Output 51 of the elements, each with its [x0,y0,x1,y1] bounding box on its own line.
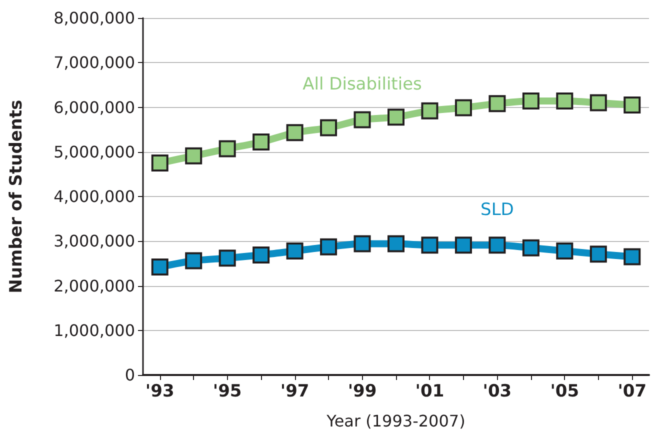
point [454,236,472,254]
point [286,124,304,142]
y-tick-label: 6,000,000 [54,98,135,117]
point [252,134,270,151]
series-label: SLD [480,200,514,220]
x-tick-label: '05 [550,382,580,402]
point [624,248,641,266]
point [151,154,168,172]
point [421,236,438,254]
y-tick-label: 7,000,000 [54,53,135,72]
x-tick-label: '97 [280,382,310,402]
y-axis-title: Number of Students [6,100,26,294]
series-label: All Disabilities [302,74,422,95]
point [556,242,574,260]
x-tick-label: '99 [348,382,377,402]
point [556,92,574,110]
point [320,238,338,256]
x-tick-label: '01 [415,382,444,402]
x-tick-label: '03 [482,382,512,402]
point [488,236,506,254]
point [388,235,404,252]
point [354,235,371,252]
point [488,95,506,112]
point [590,94,607,112]
y-tick-label: 4,000,000 [54,187,135,206]
point [252,246,270,264]
y-tick-label: 3,000,000 [54,232,135,251]
x-tick-label: '95 [212,382,242,402]
point [185,252,202,270]
point [354,111,371,128]
point [522,239,540,256]
x-tick-label: '07 [618,382,647,402]
point [151,258,168,276]
y-tick-label: 5,000,000 [54,142,135,162]
point [185,147,202,164]
point [218,250,236,267]
x-tick-label: '93 [145,382,174,402]
point [590,246,607,263]
point [286,242,304,260]
point [454,99,472,116]
x-axis-title: Year (1993-2007) [326,412,466,430]
point [320,119,338,136]
y-tick-label: 1,000,000 [54,320,135,340]
y-tick-label: 0 [124,366,135,384]
point [522,92,540,110]
point [624,96,641,114]
point [388,108,404,126]
y-tick-label: 2,000,000 [54,276,135,296]
point [421,102,438,120]
point [218,140,236,158]
y-tick-label: 8,000,000 [54,8,135,28]
